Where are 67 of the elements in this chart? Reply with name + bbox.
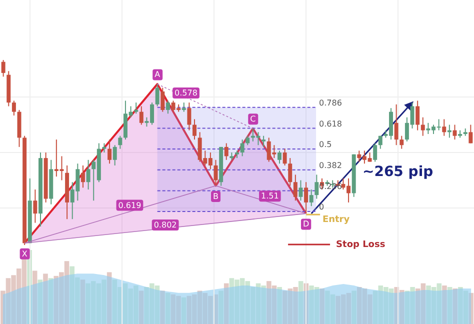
bar [320,288,325,324]
candlestick [309,189,314,207]
bar [468,292,474,324]
candlestick [442,118,446,136]
candlestick [394,104,398,146]
candlestick [187,102,192,131]
candlestick [378,135,382,150]
candlestick [80,164,85,188]
candlestick [293,174,298,202]
candlestick [288,158,292,186]
annotation: 0.382 [319,161,342,170]
candlestick [400,135,404,150]
annotation: 0.5 [319,140,332,150]
candlestick [282,148,287,166]
candlestick [468,124,473,144]
candlestick [262,135,266,148]
bar [181,297,186,324]
annotation: B [213,192,219,201]
candlestick [102,142,106,153]
bar [452,288,458,324]
annotation: Stop Loss [336,240,386,250]
candlestick [182,102,186,112]
bar [106,272,112,324]
bar [298,281,304,324]
bar [352,290,356,324]
bar [165,292,170,324]
candlestick [134,102,138,114]
candlestick [314,174,319,200]
candlestick [277,150,282,164]
candlestick [33,189,38,224]
annotation: 0 [319,202,324,212]
annotation: 0.618 [319,119,342,128]
candlestick [224,142,228,160]
candlestick [155,84,160,107]
bar [48,278,54,324]
candlestick [298,180,303,202]
bar [112,280,118,324]
bar [80,280,86,324]
candlestick [373,142,378,162]
candlestick [246,135,250,146]
candlestick [304,182,308,214]
bar [32,270,38,324]
annotation: 0.786 [319,98,342,108]
candlestick [160,87,165,112]
bar [38,280,43,324]
bar [138,290,144,324]
candlestick [166,100,170,114]
bar [277,287,282,324]
candlestick [12,100,16,116]
candlestick [192,118,197,140]
candlestick [118,135,122,150]
candlestick [112,144,117,166]
annotation: Entry [322,215,350,226]
candlestick [139,106,144,126]
bar [224,283,229,324]
annotation: ~265 pip [362,164,434,180]
candlestick [86,159,90,190]
candlestick [420,116,425,136]
bar [447,287,452,324]
bar [442,286,447,324]
candlestick [108,139,112,164]
bar [160,290,165,324]
bar [218,290,224,324]
candlestick [240,139,244,157]
candlestick [1,60,6,78]
candlestick [416,100,420,131]
bar [43,274,48,324]
